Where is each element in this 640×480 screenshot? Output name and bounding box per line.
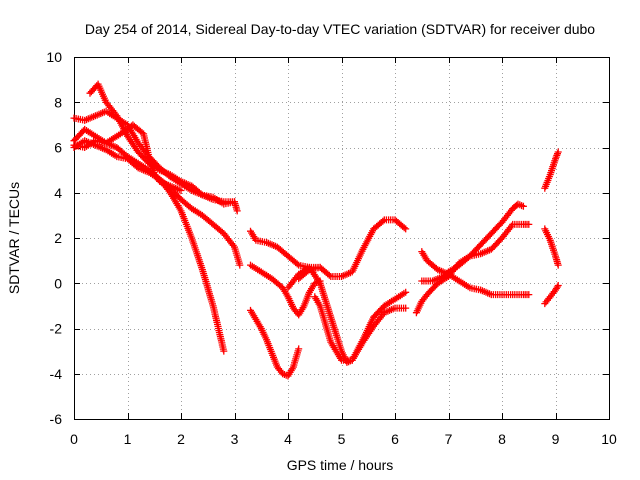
x-tick-label: 8 bbox=[498, 431, 506, 447]
x-tick-label: 10 bbox=[601, 431, 617, 447]
series-track-f bbox=[247, 227, 324, 271]
x-tick-label: 0 bbox=[70, 431, 78, 447]
y-tick-label: 6 bbox=[54, 140, 62, 156]
data-point bbox=[400, 224, 408, 232]
x-tick-label: 9 bbox=[552, 431, 560, 447]
data-point bbox=[519, 202, 527, 210]
data-point bbox=[402, 304, 410, 312]
data-point bbox=[554, 282, 562, 289]
x-tick-label: 5 bbox=[338, 431, 346, 447]
data-point bbox=[402, 225, 410, 233]
x-axis-label: GPS time / hours bbox=[287, 457, 394, 473]
data-point bbox=[233, 207, 241, 215]
x-tick-label: 2 bbox=[177, 431, 185, 447]
series-track-o bbox=[541, 148, 562, 192]
data-point bbox=[293, 260, 301, 268]
y-tick-label: 0 bbox=[54, 275, 62, 291]
data-point bbox=[177, 187, 185, 194]
series-track-g bbox=[247, 261, 324, 319]
x-tick-label: 4 bbox=[284, 431, 292, 447]
data-point bbox=[525, 291, 533, 299]
y-tick-label: 8 bbox=[54, 94, 62, 110]
data-point bbox=[554, 148, 562, 156]
series-track-m bbox=[418, 200, 527, 285]
data-point bbox=[220, 347, 228, 355]
series-track-n bbox=[412, 220, 533, 317]
data-points bbox=[70, 80, 562, 380]
data-point bbox=[295, 345, 303, 353]
data-point bbox=[325, 271, 333, 279]
data-point bbox=[402, 288, 410, 296]
grid-lines bbox=[74, 57, 609, 419]
y-axis-label: SDTVAR / TECUs bbox=[6, 182, 22, 294]
series-track-j bbox=[284, 263, 410, 366]
x-tick-label: 3 bbox=[231, 431, 239, 447]
series-track-q bbox=[541, 282, 562, 308]
y-tick-labels: -6 -4 -2 0 2 4 6 8 10 bbox=[46, 49, 62, 427]
x-tick-label: 7 bbox=[445, 431, 453, 447]
series-track-k bbox=[311, 293, 410, 364]
data-point bbox=[197, 190, 205, 198]
x-tick-labels: 0 1 2 3 4 5 6 7 8 9 10 bbox=[70, 431, 617, 447]
data-point bbox=[236, 261, 244, 269]
y-tick-label: -4 bbox=[50, 366, 63, 382]
y-tick-label: 4 bbox=[54, 185, 62, 201]
series-track-d bbox=[70, 137, 228, 355]
series-track-h bbox=[247, 306, 303, 380]
axis-ticks bbox=[74, 57, 610, 420]
series-track-p bbox=[541, 225, 562, 269]
series-track-b bbox=[86, 80, 241, 215]
data-point bbox=[554, 261, 562, 269]
series-track-e bbox=[70, 121, 185, 194]
series-track-a bbox=[70, 107, 238, 206]
data-point bbox=[525, 220, 533, 228]
y-tick-label: 10 bbox=[46, 49, 62, 65]
x-tick-label: 6 bbox=[391, 431, 399, 447]
data-point bbox=[553, 283, 561, 291]
y-tick-label: 2 bbox=[54, 230, 62, 246]
data-point bbox=[379, 217, 387, 225]
chart-title: Day 254 of 2014, Sidereal Day-to-day VTE… bbox=[85, 21, 595, 37]
x-tick-label: 1 bbox=[124, 431, 132, 447]
series-track-l bbox=[418, 248, 533, 299]
y-tick-label: -6 bbox=[50, 411, 63, 427]
y-tick-label: -2 bbox=[50, 321, 63, 337]
